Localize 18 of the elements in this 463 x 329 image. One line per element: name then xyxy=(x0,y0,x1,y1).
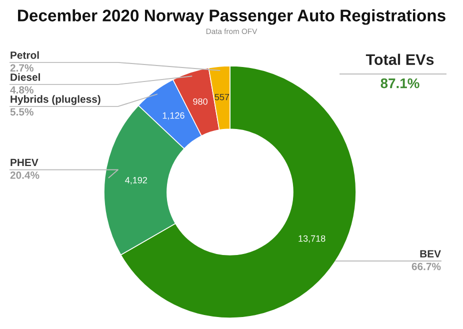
data-label: 980 xyxy=(193,98,208,105)
text: Total EVs xyxy=(366,54,434,65)
text: 4.8% xyxy=(10,86,34,94)
slice-label: PHEV xyxy=(10,158,38,166)
data-label: 1,126 xyxy=(162,112,184,120)
chart-title: December 2020 Norway Passenger Auto Registrations xyxy=(18,9,446,25)
text: 87.1% xyxy=(380,78,420,88)
data-label: 557 xyxy=(214,94,230,100)
text: 2.7% xyxy=(10,64,34,72)
slice-label: Diesel xyxy=(10,73,40,81)
text: 20.4% xyxy=(10,171,40,179)
slice-label: Hybrids (plugless) xyxy=(10,95,100,105)
text: 66.7% xyxy=(412,262,441,270)
slice-label: BEV xyxy=(420,250,441,258)
slice-label: Petrol xyxy=(10,51,39,59)
text: 5.5% xyxy=(10,108,34,116)
data-label: 13,718 xyxy=(298,235,326,243)
data-label: 4,192 xyxy=(125,176,147,184)
